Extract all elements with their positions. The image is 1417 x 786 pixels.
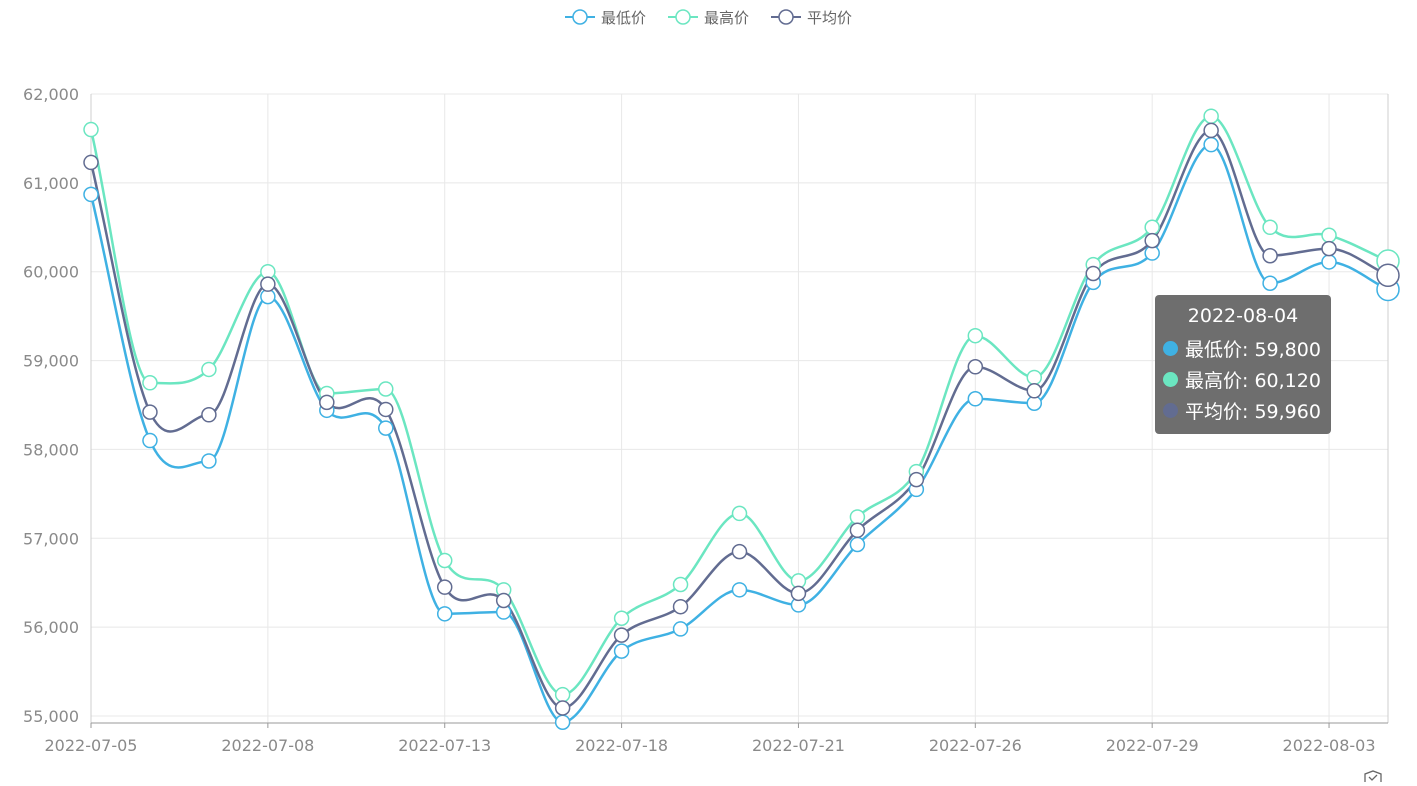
data-point [83,186,99,203]
data-point [378,420,394,436]
legend: 最低价 最高价 平均价 [0,6,1417,28]
tooltip-dot-avg [1163,403,1178,418]
data-point [1203,122,1219,139]
legend-label-avg: 平均价 [807,8,853,27]
data-point [554,700,571,716]
data-point [201,453,217,469]
data-point [613,627,630,643]
data-point [1321,227,1337,244]
data-point [378,401,394,418]
data-point [260,276,276,292]
tooltip-row: 最低价: 59,800 [1163,333,1331,364]
x-tick-label: 2022-07-21 [752,736,845,755]
data-point [1144,232,1160,249]
data-point [967,359,984,375]
x-tick-label: 2022-07-05 [45,736,138,755]
tooltip: 2022-08-04 最低价: 59,800 最高价: 60,120 平均价: … [1155,295,1331,434]
data-point [967,391,984,407]
y-tick-label: 61,000 [23,174,79,193]
data-point [731,543,748,560]
data-point [731,582,748,598]
data-point [554,714,571,730]
data-point [1085,265,1101,282]
legend-swatch-min [564,9,595,25]
data-point [613,610,630,627]
data-point [201,407,217,423]
x-tick-label: 2022-07-08 [221,736,314,755]
data-point [83,154,99,171]
legend-swatch-avg [771,9,801,25]
data-point [1203,108,1219,124]
y-tick-label: 55,000 [23,707,79,726]
x-tick-label: 2022-07-18 [575,736,668,755]
legend-label-min: 最低价 [600,8,646,27]
data-point [967,327,984,344]
data-point [436,552,453,569]
data-point [672,576,689,593]
x-tick-label: 2022-07-13 [398,736,491,755]
legend-label-max: 最高价 [703,8,749,27]
data-point [319,394,335,411]
x-tick-label: 2022-07-29 [1106,736,1199,755]
data-point [1321,240,1337,257]
y-tick-label: 57,000 [23,529,79,548]
tooltip-title: 2022-08-04 [1187,305,1299,327]
data-point [142,404,158,420]
tooltip-dot-min [1163,341,1178,356]
tooltip-row: 平均价: 59,960 [1163,395,1331,426]
data-point [672,598,689,615]
tooltip-label-max: 最高价: 60,120 [1185,370,1321,392]
data-point [731,505,748,522]
y-tick-label: 56,000 [23,618,79,637]
y-tick-label: 59,000 [23,352,79,371]
data-point [1203,136,1219,153]
tooltip-dot-max [1163,372,1178,387]
data-point [849,509,866,525]
data-point [142,432,158,449]
legend-item-max[interactable]: 最高价 [667,6,749,28]
legend-item-min[interactable]: 最低价 [564,6,646,28]
tooltip-label-avg: 平均价: 59,960 [1185,401,1321,423]
data-point [1026,383,1043,399]
x-tick-label: 2022-08-03 [1283,736,1376,755]
save-image-icon[interactable] [1362,770,1384,782]
data-point [1262,275,1278,292]
data-point [849,522,866,539]
data-point [495,592,512,609]
data-point [1026,369,1043,386]
y-tick-label: 60,000 [23,263,79,282]
data-point [378,381,394,397]
data-point [1144,219,1160,236]
data-point [790,585,807,602]
data-point [142,375,158,391]
data-point [1376,263,1400,288]
legend-swatch-max [667,9,698,25]
data-point [554,686,571,703]
y-tick-label: 58,000 [23,440,79,459]
data-point [672,621,689,637]
data-point [849,536,866,553]
y-tick-label: 62,000 [23,85,79,104]
data-point [908,471,925,488]
data-point [1262,247,1278,264]
data-point [436,579,453,595]
tooltip-row: 最高价: 60,120 [1163,364,1331,395]
data-point [201,361,217,378]
legend-item-avg[interactable]: 平均价 [771,6,852,28]
data-point [1321,254,1337,270]
x-tick-label: 2022-07-26 [929,736,1022,755]
data-point [613,643,630,659]
data-point [83,121,99,138]
tooltip-label-min: 最低价: 59,800 [1185,339,1321,361]
data-point [1262,219,1278,236]
data-point [436,606,453,622]
